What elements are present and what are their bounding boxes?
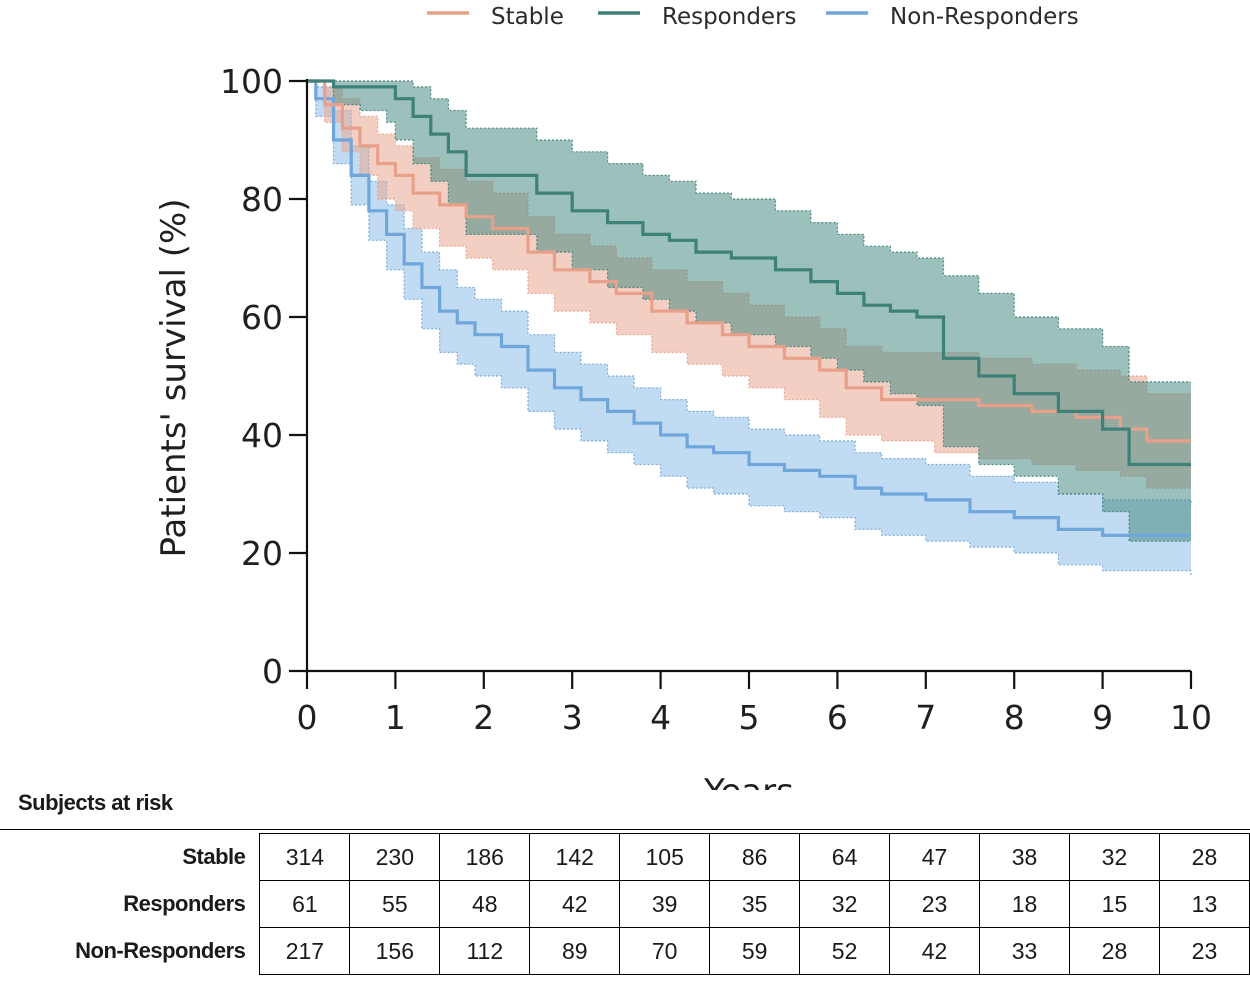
- risk-cell: 48: [439, 880, 531, 928]
- risk-cell: 42: [529, 880, 621, 928]
- risk-cell: 61: [259, 880, 351, 928]
- x-tick-label-4: 4: [650, 698, 671, 737]
- risk-cell: 15: [1068, 880, 1160, 928]
- x-tick-label-10: 10: [1170, 698, 1212, 737]
- risk-cell: 89: [529, 927, 621, 975]
- y-tick-label-40: 40: [241, 416, 283, 455]
- risk-row-label: Non-Responders: [75, 938, 246, 963]
- risk-table-divider: [0, 829, 1250, 830]
- band-lower-non-responders: [307, 80, 1192, 577]
- y-tick-label-20: 20: [241, 534, 283, 573]
- risk-row-label: Stable: [182, 844, 246, 869]
- x-tick-label-5: 5: [739, 698, 760, 737]
- survival-curves: [307, 79, 1191, 537]
- x-tick-label-2: 2: [473, 698, 494, 737]
- risk-cell: 33: [979, 927, 1070, 975]
- risk-cell: 32: [1068, 833, 1160, 881]
- risk-cell: 142: [529, 833, 621, 881]
- risk-row-non-responders: Non-Responders 217 156 112 89 70 59 52 42 33 28 23: [0, 927, 1250, 975]
- risk-cell: 86: [709, 833, 801, 881]
- risk-cell: 70: [619, 927, 711, 975]
- x-tick-label-9: 9: [1092, 698, 1113, 737]
- x-axis-label: Years: [703, 772, 794, 790]
- legend-label-stable: Stable: [491, 4, 564, 30]
- risk-cell: 38: [979, 833, 1070, 881]
- legend: Stable Responders Non-Responders: [427, 4, 1079, 30]
- risk-cell: 47: [889, 833, 981, 881]
- y-tick-label-80: 80: [241, 180, 283, 219]
- risk-cell: 64: [799, 833, 891, 881]
- x-tick-label-0: 0: [297, 698, 318, 737]
- x-tick-label-6: 6: [827, 698, 848, 737]
- risk-cell: 112: [439, 927, 531, 975]
- axes: 0 20 40 60 80 100 0 1 2 3 4 5 6 7 8 9 10: [220, 62, 1212, 737]
- risk-cell: 23: [889, 880, 981, 928]
- risk-cell: 35: [709, 880, 801, 928]
- risk-cell: 42: [889, 927, 981, 975]
- band-upper-responders: [307, 80, 1191, 383]
- risk-cell: 230: [349, 833, 441, 881]
- risk-cell: 13: [1158, 880, 1250, 928]
- legend-label-non-responders: Non-Responders: [890, 4, 1079, 30]
- y-axis-label: Patients' survival (%): [154, 198, 194, 557]
- band-lower-responders: [307, 80, 1191, 542]
- curve-stable: [307, 79, 1191, 443]
- legend-label-responders: Responders: [662, 4, 797, 30]
- risk-cell: 28: [1068, 927, 1160, 975]
- y-tick-label-0: 0: [262, 652, 283, 691]
- risk-cell: 186: [439, 833, 531, 881]
- risk-cell: 105: [619, 833, 711, 881]
- risk-cell: 217: [259, 927, 351, 975]
- y-tick-label-60: 60: [241, 298, 283, 337]
- x-tick-label-8: 8: [1004, 698, 1025, 737]
- risk-cell: 32: [799, 880, 891, 928]
- x-tick-label-7: 7: [915, 698, 936, 737]
- risk-cell: 314: [259, 833, 351, 881]
- risk-cell: 52: [799, 927, 891, 975]
- x-tick-label-1: 1: [385, 698, 406, 737]
- curve-non-responders: [307, 79, 1191, 537]
- band-non-responders: [307, 81, 1191, 577]
- risk-table: Stable 314 230 186 142 105 86 64 47 38 32 28 Respond…: [0, 833, 1250, 975]
- risk-cell: 59: [709, 927, 801, 975]
- confidence-bands: [307, 80, 1192, 577]
- risk-cell: 156: [349, 927, 441, 975]
- risk-row-stable: Stable 314 230 186 142 105 86 64 47 38 32 28: [0, 833, 1250, 881]
- risk-row-responders: Responders 61 55 48 42 39 35 32 23 18 15 13: [0, 880, 1250, 928]
- x-tick-label-3: 3: [562, 698, 583, 737]
- risk-cell: 39: [619, 880, 711, 928]
- risk-cell: 23: [1158, 927, 1250, 975]
- risk-cell: 28: [1158, 833, 1250, 881]
- survival-chart: Stable Responders Non-Responders 020406080…: [154, 4, 1212, 790]
- risk-table-title: Subjects at risk: [18, 790, 173, 815]
- band-responders: [307, 81, 1191, 542]
- risk-cell: 55: [349, 880, 441, 928]
- risk-cell: 18: [979, 880, 1070, 928]
- y-tick-label-100: 100: [220, 62, 283, 101]
- risk-row-label: Responders: [123, 891, 246, 916]
- curve-responders: [307, 79, 1191, 467]
